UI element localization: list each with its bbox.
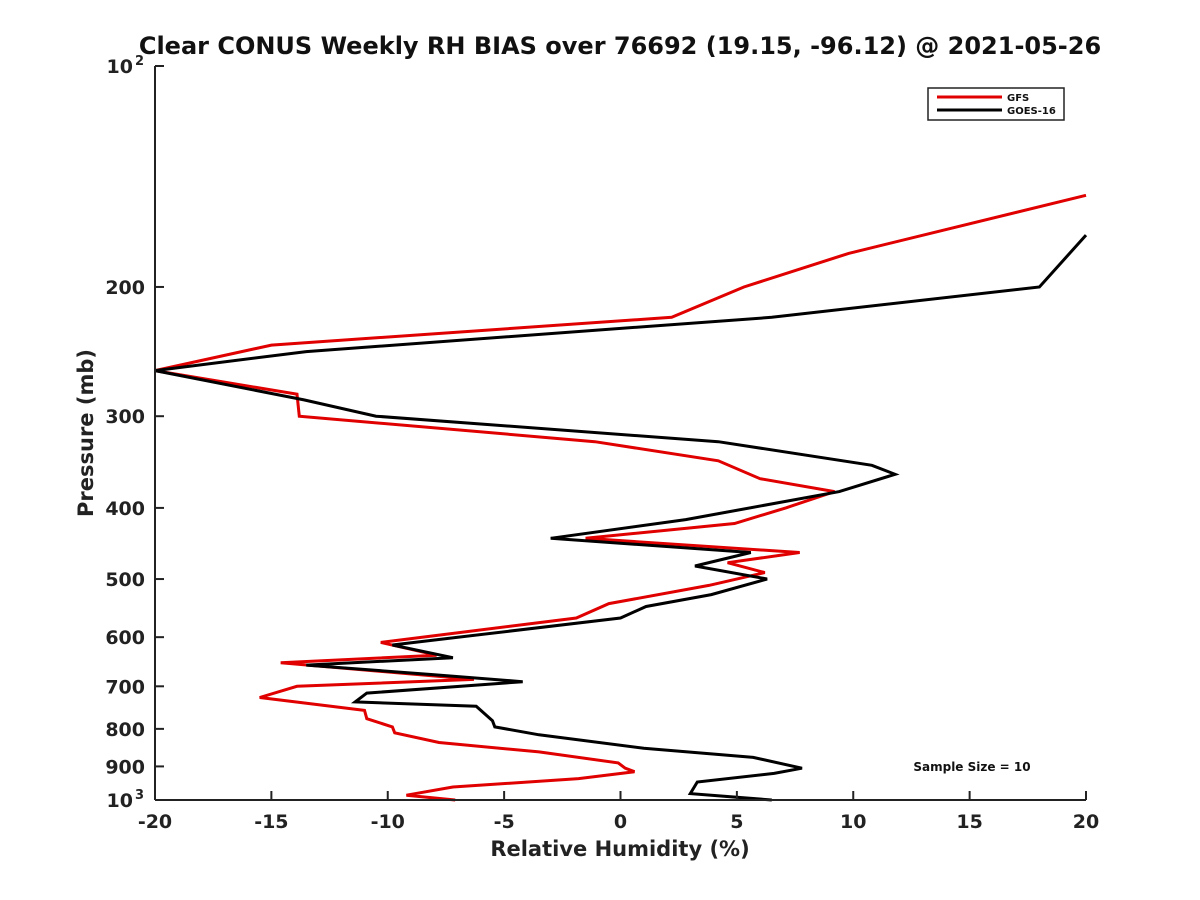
y-tick-label: 400 bbox=[105, 498, 145, 520]
y-tick-label: 300 bbox=[105, 406, 145, 428]
sample-size-annotation: Sample Size = 10 bbox=[913, 760, 1030, 774]
y-tick-label: 900 bbox=[105, 756, 145, 778]
y-tick-label: 600 bbox=[105, 627, 145, 649]
x-tick-label: 0 bbox=[614, 811, 627, 833]
y-tick-exponent: 2 bbox=[135, 54, 144, 69]
x-tick-label: 20 bbox=[1073, 811, 1099, 833]
x-tick-label: 10 bbox=[840, 811, 866, 833]
y-tick-label: 10 bbox=[107, 790, 133, 812]
chart-title: Clear CONUS Weekly RH BIAS over 76692 (1… bbox=[139, 32, 1101, 60]
x-axis-label: Relative Humidity (%) bbox=[490, 837, 749, 861]
y-tick-label: 10 bbox=[107, 56, 133, 78]
legend-label-gfs: GFS bbox=[1007, 93, 1029, 104]
y-tick-label: 200 bbox=[105, 277, 145, 299]
series-layer bbox=[154, 193, 1088, 802]
y-axis-label: Pressure (mb) bbox=[74, 349, 98, 517]
legend: GFS GOES-16 bbox=[927, 87, 1065, 121]
y-tick-label: 500 bbox=[105, 569, 145, 591]
x-tick-label: -20 bbox=[138, 811, 172, 833]
legend-label-goes-16: GOES-16 bbox=[1007, 106, 1056, 117]
x-tick-label: -10 bbox=[371, 811, 405, 833]
series-line-goes-16 bbox=[154, 234, 1088, 802]
x-tick-label: -15 bbox=[254, 811, 288, 833]
x-tick-label: -5 bbox=[494, 811, 515, 833]
y-tick-label: 800 bbox=[105, 719, 145, 741]
legend-box bbox=[927, 87, 1065, 121]
y-tick-exponent: 3 bbox=[135, 788, 144, 803]
x-tick-label: 5 bbox=[730, 811, 743, 833]
x-tick-label: 15 bbox=[956, 811, 982, 833]
x-ticks: -20 -15 -10 -5 0 5 10 15 20 bbox=[138, 791, 1099, 833]
series-line-gfs bbox=[154, 193, 1087, 802]
y-tick-label: 700 bbox=[105, 676, 145, 698]
